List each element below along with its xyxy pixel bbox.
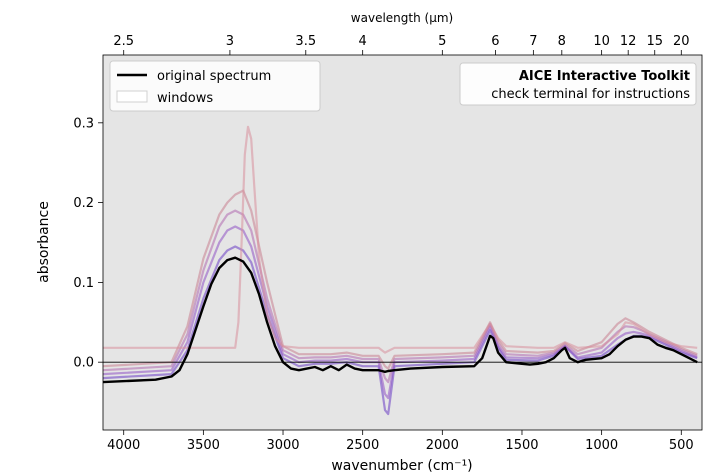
top-tick-label: 8 (558, 34, 566, 49)
top-tick-label: 3.5 (295, 34, 316, 49)
annotation-subtitle: check terminal for instructions (491, 87, 690, 102)
x-axis-label: wavenumber (cm⁻¹) (331, 458, 472, 474)
y-tick-label: 0.2 (73, 196, 94, 211)
top-tick-label: 4 (359, 34, 367, 49)
top-tick-label: 12 (620, 34, 637, 49)
plot-frame (102, 54, 703, 431)
x-tick-label: 2500 (346, 438, 379, 453)
annotation-title: AICE Interactive Toolkit (519, 69, 690, 84)
top-tick-label: 15 (646, 34, 663, 49)
x-tick-label: 500 (669, 438, 694, 453)
legend-label-original-spectrum: original spectrum (157, 69, 271, 84)
legend-box (109, 60, 321, 112)
top-tick-label: 3 (226, 34, 234, 49)
x-tick-label: 4000 (107, 438, 140, 453)
legend-label-windows: windows (157, 91, 213, 106)
series-line-original-spectrum (103, 256, 698, 384)
y-axis-label: absorbance (36, 201, 52, 283)
x-tick-label: 3500 (187, 438, 220, 453)
top-axis-label: wavelength (μm) (351, 11, 453, 25)
series-line-window-2 (103, 225, 698, 400)
x-tick-label: 2000 (426, 438, 459, 453)
x-tick-label: 1000 (585, 438, 618, 453)
y-tick-label: 0.1 (73, 276, 94, 291)
top-axis-ticks: 2.5 3 3.5 4 5 6 7 8 10 12 15 20 (113, 34, 690, 55)
y-tick-label: 0.3 (73, 116, 94, 131)
annotation-box: AICE Interactive Toolkit check terminal … (459, 62, 697, 106)
legend-patch-windows (116, 90, 148, 103)
bottom-axis-ticks: 4000 3500 3000 2500 2000 1500 1000 500 (107, 430, 694, 453)
legend: original spectrum windows (109, 60, 321, 112)
top-tick-label: 5 (438, 34, 446, 49)
annotation-frame (459, 62, 697, 106)
x-tick-label: 3000 (266, 438, 299, 453)
top-tick-label: 7 (529, 34, 537, 49)
y-tick-label: 0.0 (73, 356, 94, 371)
x-tick-label: 1500 (505, 438, 538, 453)
top-tick-label: 6 (491, 34, 499, 49)
top-tick-label: 10 (593, 34, 610, 49)
left-axis-ticks: 0.0 0.1 0.2 0.3 (73, 116, 103, 371)
plot-background (103, 55, 702, 430)
top-tick-label: 20 (673, 34, 690, 49)
top-tick-label: 2.5 (113, 34, 134, 49)
series-line-window-5 (103, 125, 698, 354)
